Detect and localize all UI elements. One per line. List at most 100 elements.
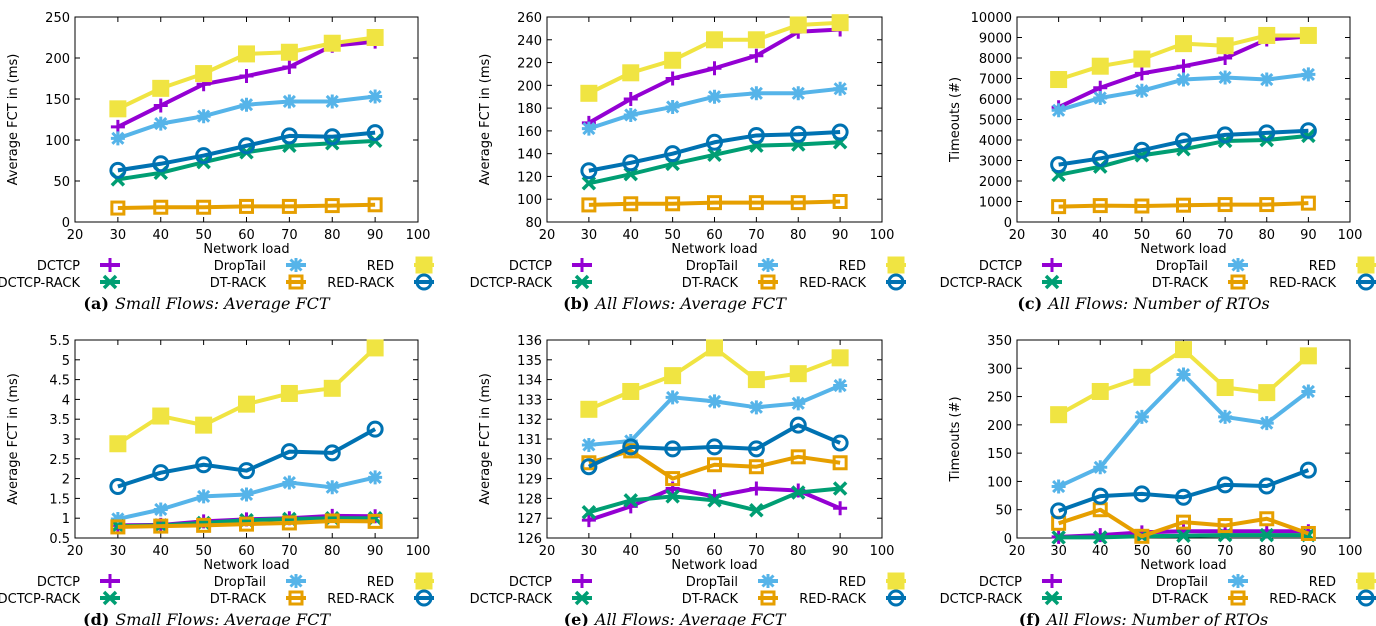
y-tick-label: 133 [517, 393, 542, 408]
legend-entry: DT-RACK [1152, 276, 1209, 291]
caption-letter: (a) [83, 294, 109, 313]
data-point [791, 396, 806, 411]
data-point [1301, 384, 1316, 399]
legend-marker [1045, 574, 1059, 588]
data-point [1176, 72, 1191, 87]
data-point [1091, 487, 1109, 505]
data-point [195, 65, 213, 83]
x-tick-label: 70 [748, 228, 765, 243]
x-tick-label: 60 [238, 228, 255, 243]
data-point [623, 493, 638, 508]
y-tick-label: 350 [987, 334, 1012, 349]
x-tick-label: 20 [539, 544, 556, 559]
data-point [622, 154, 640, 172]
y-tick-label: 7000 [979, 73, 1012, 88]
y-tick-label: 0.5 [49, 532, 70, 547]
legend-marker [1231, 258, 1245, 272]
data-point [1216, 476, 1234, 494]
x-tick-label: 50 [195, 544, 212, 559]
data-point [1258, 26, 1276, 44]
legend-entry: RED-RACK [799, 276, 866, 291]
data-point [1176, 514, 1191, 530]
data-point [1051, 479, 1066, 494]
y-tick-label: 9000 [979, 32, 1012, 47]
data-point [281, 515, 297, 531]
y-tick-label: 120 [517, 170, 542, 185]
y-axis-label: Average FCT in (ms) [478, 373, 493, 505]
legend-entry: RED-RACK [1269, 276, 1336, 291]
data-point [1134, 83, 1149, 98]
data-point [153, 502, 168, 517]
legend-marker [103, 258, 117, 272]
x-tick-label: 40 [622, 228, 639, 243]
chart-panel: 80 100 120 140 160 180 200 220 240 260 20 30 40 50 60 7… [470, 11, 906, 313]
legend-marker [1357, 256, 1375, 274]
legend-entry: DCTCP [509, 259, 552, 274]
data-point [706, 133, 723, 151]
y-tick-label: 250 [45, 11, 70, 26]
data-point [1299, 26, 1317, 44]
data-point [282, 60, 297, 75]
legend-entry: RED [839, 259, 866, 274]
data-point [789, 125, 807, 143]
chart-caption: (b) All Flows: Average FCT [563, 294, 787, 313]
data-point [1051, 199, 1067, 215]
y-tick-label: 2 [62, 473, 70, 488]
legend-entry: DCTCP-RACK [940, 592, 1023, 607]
data-point [832, 481, 848, 496]
legend-entry: RED [367, 259, 394, 274]
legend-entry: DCTCP [979, 575, 1022, 590]
data-point [832, 455, 848, 471]
y-tick-label: 0 [1004, 216, 1012, 231]
x-tick-label: 30 [581, 228, 598, 243]
chart-caption: (f) All Flows: Number of RTOs [1019, 610, 1268, 626]
data-point [238, 462, 255, 480]
series-line-red-rack [588, 423, 841, 469]
data-point [1175, 341, 1192, 359]
data-point [706, 339, 723, 357]
x-tick-label: 40 [152, 228, 169, 243]
y-tick-label: 5 [62, 354, 70, 369]
y-tick-label: 3000 [979, 155, 1012, 170]
series-line-red-rack [588, 130, 841, 173]
data-point [196, 109, 211, 124]
legend-marker [574, 274, 590, 290]
data-point [749, 400, 764, 415]
x-tick-label: 80 [790, 544, 807, 559]
y-tick-label: 200 [45, 52, 70, 67]
data-point [747, 371, 765, 389]
legend-entry: RED [1309, 575, 1336, 590]
legend-marker [1357, 589, 1375, 607]
data-point [1133, 368, 1151, 386]
x-tick-label: 60 [706, 544, 723, 559]
x-tick-label: 100 [406, 228, 431, 243]
data-point [1258, 477, 1276, 495]
x-axis-label: Network load [671, 558, 757, 573]
data-point [1093, 90, 1108, 105]
legend-marker [102, 274, 118, 290]
data-point [831, 349, 849, 367]
legend-marker [1357, 273, 1375, 291]
data-point [239, 516, 254, 532]
data-point [324, 513, 340, 529]
legend-marker [415, 256, 433, 274]
data-point [324, 198, 340, 214]
data-point [110, 511, 125, 526]
data-point [109, 435, 127, 453]
data-point [749, 86, 764, 101]
x-tick-label: 50 [664, 544, 681, 559]
data-point [239, 69, 254, 84]
data-point [665, 489, 680, 504]
series-line-dt-rack [588, 448, 841, 481]
series-line-dt-rack [1058, 507, 1310, 539]
data-point [707, 89, 722, 104]
data-point [1050, 406, 1068, 424]
data-point [366, 420, 384, 438]
data-point [1093, 530, 1108, 545]
data-point [1134, 66, 1149, 81]
legend-marker [761, 258, 775, 272]
legend-marker [1230, 590, 1246, 606]
x-tick-label: 100 [406, 544, 431, 559]
x-tick-label: 30 [110, 544, 127, 559]
legend-marker [887, 589, 905, 607]
